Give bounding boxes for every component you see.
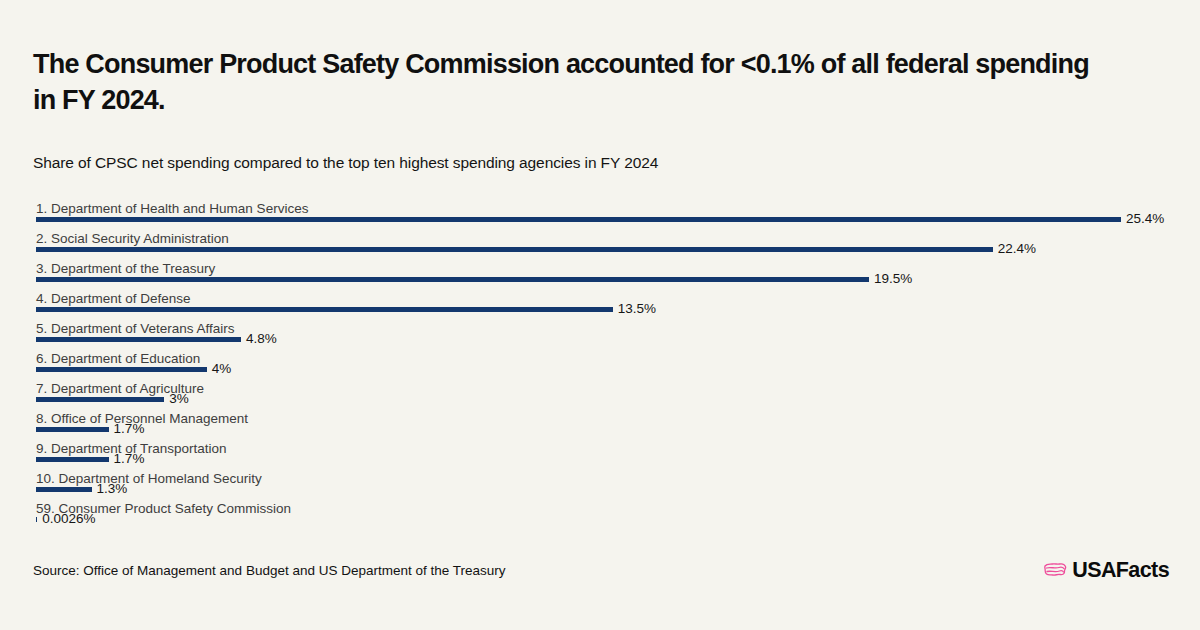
bar-value-label: 22.4%	[998, 244, 1036, 254]
bar-value-label: 19.5%	[874, 274, 912, 284]
bar	[36, 217, 1121, 222]
bar-value-label: 1.7%	[114, 454, 145, 464]
bar	[36, 277, 869, 282]
bar	[36, 337, 241, 342]
bar	[36, 367, 207, 372]
infographic-card: The Consumer Product Safety Commission a…	[0, 0, 1200, 630]
chart-row: 5. Department of Veterans Affairs4.8%	[36, 320, 1186, 350]
chart-row: 4. Department of Defense13.5%	[36, 290, 1186, 320]
chart-row: 2. Social Security Administration22.4%	[36, 230, 1186, 260]
bar	[36, 427, 109, 432]
bar-value-label: 0.0026%	[42, 514, 95, 524]
usafacts-map-icon	[1043, 561, 1067, 579]
bar	[36, 397, 164, 402]
bar-value-label: 1.7%	[114, 424, 145, 434]
chart-row: 1. Department of Health and Human Servic…	[36, 200, 1186, 230]
bar-value-label: 25.4%	[1126, 214, 1164, 224]
chart-row: 10. Department of Homeland Security1.3%	[36, 470, 1186, 500]
bar	[36, 457, 109, 462]
chart-row: 3. Department of the Treasury19.5%	[36, 260, 1186, 290]
bar-value-label: 3%	[169, 394, 189, 404]
chart-row: 6. Department of Education4%	[36, 350, 1186, 380]
page-title: The Consumer Product Safety Commission a…	[33, 46, 1093, 118]
chart-row: 7. Department of Agriculture3%	[36, 380, 1186, 410]
bar	[36, 487, 92, 492]
bar-chart: 1. Department of Health and Human Servic…	[36, 200, 1186, 530]
usafacts-logo: USAFacts	[1043, 557, 1169, 583]
chart-row: 59. Consumer Product Safety Commission0.…	[36, 500, 1186, 530]
bar-value-label: 1.3%	[97, 484, 128, 494]
bar-value-label: 4%	[212, 364, 232, 374]
bar	[36, 307, 613, 312]
source-note: Source: Office of Management and Budget …	[33, 563, 506, 578]
chart-subtitle: Share of CPSC net spending compared to t…	[33, 154, 933, 172]
chart-row: 9. Department of Transportation1.7%	[36, 440, 1186, 470]
bar-value-label: 13.5%	[618, 304, 656, 314]
bar	[36, 247, 993, 252]
bar	[36, 517, 37, 522]
usafacts-wordmark: USAFacts	[1072, 558, 1169, 583]
bar-value-label: 4.8%	[246, 334, 277, 344]
chart-row: 8. Office of Personnel Management1.7%	[36, 410, 1186, 440]
